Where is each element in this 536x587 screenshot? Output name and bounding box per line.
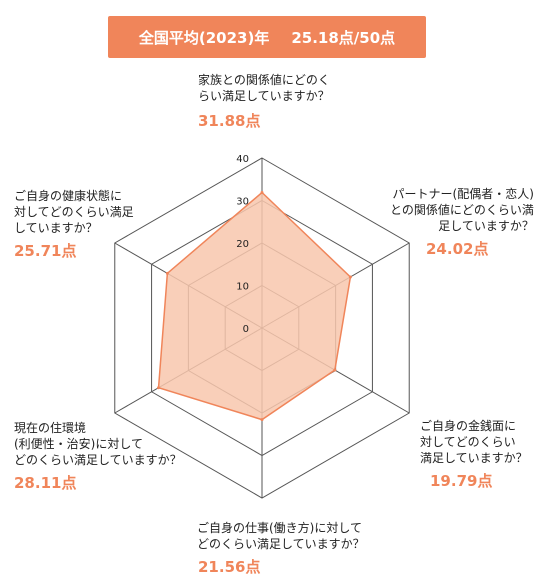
- axis-label-family: 家族との関係値にどのく らい満足していますか？: [198, 73, 330, 103]
- axis-label-health: ご自身の健康状態に 対してどのくらい満足 していますか？: [14, 189, 134, 235]
- value-label-housing: 28.11点: [14, 474, 77, 492]
- chart-title: 全国平均(2023)年: [138, 28, 270, 47]
- value-label-family: 31.88点: [198, 112, 261, 130]
- axis-label-money: ご自身の金銭面に 対してどのくらい 満足していますか？: [420, 419, 528, 465]
- axis-label-housing: 現在の住環境 (利便性・治安)に対して どのくらい満足していますか？: [14, 421, 182, 467]
- data-point-2: [333, 368, 337, 372]
- tick-label-10: 10: [236, 282, 249, 293]
- data-point-0: [260, 191, 264, 195]
- value-label-money: 19.79点: [430, 472, 493, 490]
- tick-label-0: 0: [243, 324, 249, 335]
- value-label-work: 21.56点: [198, 558, 261, 576]
- data-point-4: [157, 386, 161, 390]
- data-point-1: [348, 275, 352, 279]
- data-series-area: [157, 191, 352, 421]
- data-point-3: [260, 418, 264, 422]
- data-point-5: [165, 271, 169, 275]
- tick-label-20: 20: [236, 239, 249, 250]
- value-label-partner: 24.02点: [426, 240, 489, 258]
- title-banner: 全国平均(2023)年 25.18点/50点: [108, 16, 426, 58]
- total-score: 25.18点/50点: [291, 28, 396, 47]
- axis-label-work: ご自身の仕事(働き方)に対して どのくらい満足していますか？: [197, 521, 365, 551]
- tick-label-40: 40: [236, 154, 249, 165]
- tick-label-30: 30: [236, 197, 249, 208]
- axis-label-partner: パートナー(配偶者・恋人) との関係値にどのくらい満 足していますか？: [390, 187, 534, 233]
- value-label-health: 25.71点: [14, 242, 77, 260]
